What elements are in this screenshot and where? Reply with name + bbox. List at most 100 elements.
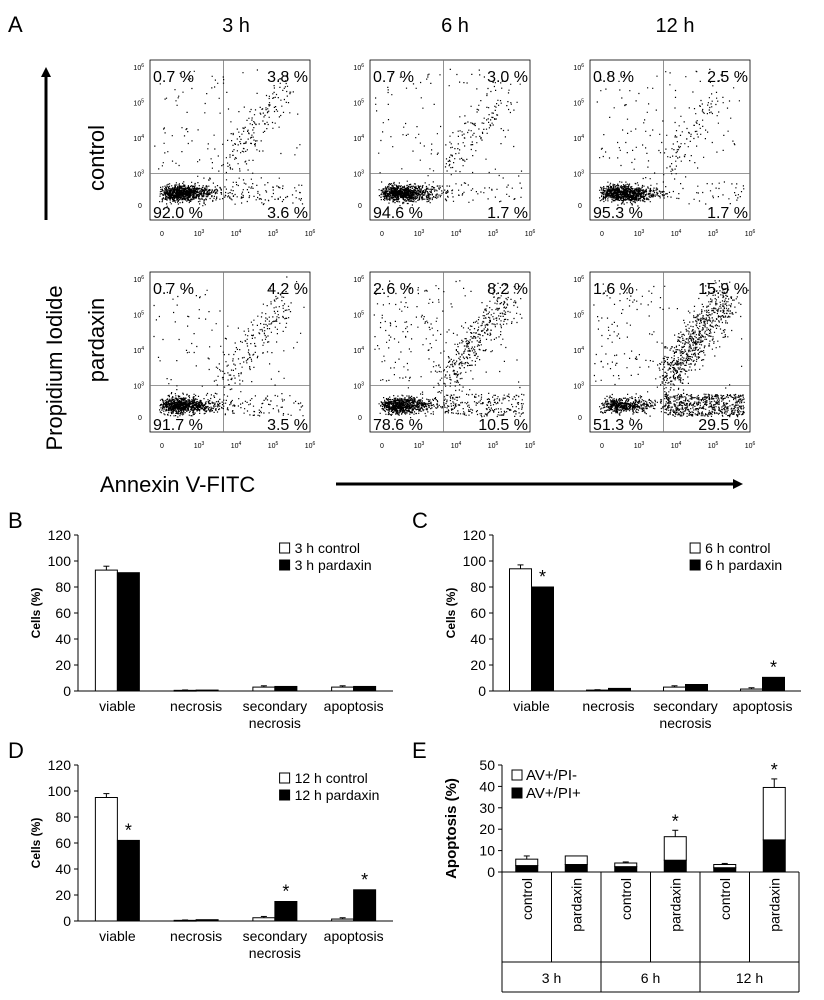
tick-exponent: 6 [753, 229, 756, 235]
bar-6-h-pardaxin-secondary-necrosis [685, 684, 708, 692]
y-tick-label: 104 [133, 134, 144, 143]
x-tick-label-apoptosis: apoptosis [733, 698, 793, 714]
time-label-12h: 12 h [656, 15, 695, 37]
tick-base: 10 [231, 231, 239, 238]
bar-AV-PI--3 [663, 836, 687, 861]
group-label: 12 h [736, 970, 763, 986]
quadrant-ul-pct: 0.7 % [153, 281, 194, 298]
panel-label-B: B [8, 508, 23, 533]
y-tick-label: 0 [358, 203, 362, 210]
x-tick-label: 103 [414, 441, 425, 450]
x-tick-label: 104 [451, 229, 462, 238]
tick-exponent: 4 [459, 229, 462, 235]
bar-AV-PI--1 [564, 855, 588, 866]
y-tick-label: 100 [463, 553, 487, 569]
tick-exponent: 4 [361, 134, 364, 140]
panel-label-C: C [412, 508, 428, 533]
tick-exponent: 6 [313, 441, 316, 447]
x-tick-label-viable: viable [513, 698, 550, 714]
tick-exponent: 6 [361, 275, 364, 281]
x-tick-label-pardaxin: pardaxin [667, 878, 683, 932]
y-axis-label: Apoptosis (%) [443, 778, 460, 879]
tick-base: 10 [353, 136, 361, 143]
y-tick-label: 0 [578, 415, 582, 422]
panel-label-E: E [412, 738, 427, 763]
legend-label: 12 h pardaxin [295, 787, 380, 803]
quadrant-ll-pct: 95.3 % [593, 205, 643, 222]
y-tick-label: 40 [55, 631, 71, 647]
bar-3-h-pardaxin-viable [116, 572, 140, 692]
tick-exponent: 6 [581, 275, 584, 281]
y-tick-label: 104 [353, 134, 364, 143]
tick-base: 10 [573, 384, 581, 391]
tick-base: 10 [353, 313, 361, 320]
quadrant-lr-pct: 10.5 % [478, 417, 528, 434]
y-axis-label-pi: Propidium Iodide [42, 285, 67, 450]
bar-12-h-control-viable [94, 797, 118, 922]
y-tick-label: 0 [358, 415, 362, 422]
tick-base: 10 [671, 231, 679, 238]
y-tick-label: 100 [48, 553, 72, 569]
legend-swatch [511, 769, 523, 781]
panel-label-D: D [8, 738, 24, 763]
x-tick-label: 104 [231, 441, 242, 450]
quadrant-ul-pct: 0.8 % [593, 69, 634, 86]
bar-6-h-control-viable [509, 568, 532, 692]
tick-exponent: 5 [361, 99, 364, 105]
tick-exponent: 4 [581, 346, 584, 352]
tick-exponent: 5 [496, 229, 499, 235]
bar-AV-PI--4 [713, 867, 737, 873]
plot-frame [369, 271, 531, 433]
tick-base: 10 [573, 313, 581, 320]
legend-swatch [279, 542, 291, 554]
tick-exponent: 5 [716, 441, 719, 447]
legend-swatch [689, 542, 701, 554]
x-tick-label: 0 [160, 443, 164, 450]
tick-base: 10 [305, 443, 313, 450]
x-tick-label: 106 [305, 229, 316, 238]
tick-base: 10 [194, 231, 202, 238]
tick-exponent: 4 [361, 346, 364, 352]
y-tick-label: 105 [573, 99, 584, 108]
time-label-3h: 3 h [222, 15, 250, 37]
bar-12-h-control-secondary-necrosis [252, 917, 276, 922]
bar-12-h-pardaxin-apoptosis [353, 889, 377, 922]
tick-base: 10 [194, 443, 202, 450]
y-tick-label: 80 [55, 809, 71, 825]
x-tick-label: 0 [380, 231, 384, 238]
quadrant-lr-pct: 29.5 % [698, 417, 748, 434]
tick-base: 10 [573, 136, 581, 143]
y-tick-label: 20 [470, 657, 486, 673]
legend-label: 12 h control [295, 770, 368, 786]
quadrant-ur-pct: 3.8 % [267, 69, 308, 86]
quadrant-ul-pct: 0.7 % [153, 69, 194, 86]
bar-3-h-pardaxin-secondary-necrosis [274, 685, 298, 692]
scatter-dots [373, 280, 525, 420]
x-tick-label-viable: viable [99, 698, 136, 714]
tick-exponent: 5 [141, 311, 144, 317]
tick-exponent: 5 [276, 229, 279, 235]
bar-AV-PI--0 [515, 858, 539, 867]
y-tick-label: 80 [470, 579, 486, 595]
tick-base: 10 [133, 348, 141, 355]
bar-6-h-control-secondary-necrosis [663, 686, 686, 692]
tick-exponent: 5 [141, 99, 144, 105]
tick-exponent: 3 [141, 170, 144, 176]
tick-base: 10 [414, 443, 422, 450]
tick-exponent: 6 [753, 441, 756, 447]
tick-base: 10 [268, 443, 276, 450]
quadrant-lr-pct: 3.5 % [267, 417, 308, 434]
x-tick-label: 105 [488, 229, 499, 238]
y-tick-label: 103 [573, 170, 584, 179]
x-tick-label-apoptosis: apoptosis [324, 928, 384, 944]
bar-12-h-pardaxin-necrosis [195, 919, 219, 922]
bar-AV-PI--0 [515, 865, 539, 873]
legend-swatch [279, 789, 291, 801]
x-tick-label-apoptosis: apoptosis [324, 698, 384, 714]
tick-base: 10 [745, 443, 753, 450]
x-tick-label-secondary-necrosis: necrosis [249, 715, 301, 731]
y-tick-label: 0 [478, 683, 486, 699]
x-tick-label: 103 [634, 229, 645, 238]
tick-exponent: 3 [361, 382, 364, 388]
